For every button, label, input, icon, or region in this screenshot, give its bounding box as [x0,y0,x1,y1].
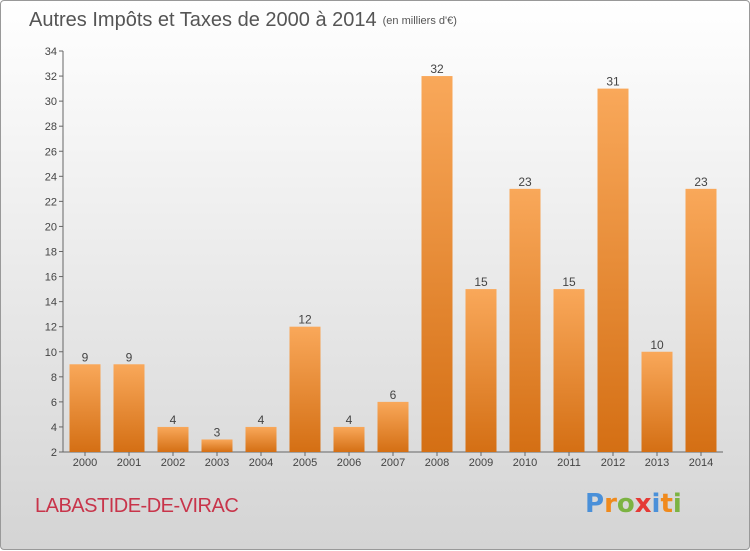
chart-bars [69,76,717,452]
x-tick-label: 2008 [425,457,449,469]
x-tick-label: 2010 [513,457,537,469]
x-tick-label: 2007 [381,457,405,469]
x-tick-label: 2012 [601,457,625,469]
x-tick-label: 2000 [73,457,97,469]
chart-data-labels: 9 9 4 3 4 12 4 6 32 15 23 15 31 10 23 [82,62,708,439]
bar-2000 [69,364,101,452]
bar-2012 [597,88,629,452]
x-tick-label: 2002 [161,457,185,469]
data-label: 3 [214,425,221,439]
y-tick-label: 34 [45,46,57,58]
logo-letter: x [634,489,652,519]
y-tick-label: 28 [45,121,57,133]
y-tick-label: 24 [45,171,57,183]
data-label: 32 [430,62,444,76]
proxiti-logo[interactable]: Proxiti [585,489,682,519]
data-label: 4 [346,413,353,427]
y-tick-label: 22 [45,196,57,208]
y-tick-label: 32 [45,71,57,83]
data-label: 9 [82,350,89,364]
data-label: 4 [258,413,265,427]
data-label: 23 [518,175,532,189]
chart-title-unit: (en milliers d'€) [382,15,457,27]
data-label: 15 [474,275,488,289]
x-tick-label: 2001 [117,457,141,469]
logo-letter: i [651,489,661,519]
bar-2009 [465,289,497,452]
bar-2006 [333,426,365,452]
logo-letter: i [672,489,682,519]
bar-2002 [157,426,189,452]
y-tick-label: 4 [51,422,57,434]
bar-2011 [553,289,585,452]
y-tick-label: 26 [45,146,57,158]
logo-letter: r [604,489,617,519]
y-tick-label: 2 [51,447,57,459]
x-tick-label: 2013 [645,457,669,469]
x-tick-label: 2005 [293,457,317,469]
bar-2008 [421,76,453,452]
commune-name: LABASTIDE-DE-VIRAC [35,495,239,517]
y-tick-label: 18 [45,247,57,259]
chart-title: Autres Impôts et Taxes de 2000 à 2014 (en… [29,9,457,32]
logo-letter: t [660,489,673,519]
bar-2010 [509,188,541,452]
x-tick-label: 2004 [249,457,273,469]
y-tick-label: 20 [45,221,57,233]
data-label: 4 [170,413,177,427]
y-tick-label: 16 [45,272,57,284]
logo-letter: P [585,489,605,519]
data-label: 9 [126,350,133,364]
bar-2001 [113,364,145,452]
x-tick-label: 2011 [557,457,581,469]
bar-2013 [641,351,673,452]
data-label: 31 [606,75,620,89]
data-label: 23 [694,175,708,189]
y-tick-label: 6 [51,397,57,409]
y-tick-label: 10 [45,347,57,359]
x-tick-label: 2009 [469,457,493,469]
y-tick-label: 12 [45,322,57,334]
bar-2003 [201,439,233,452]
chart-title-main: Autres Impôts et Taxes de 2000 à 2014 [29,9,377,31]
data-label: 6 [390,388,397,402]
y-tick-label: 14 [45,297,57,309]
x-tick-label: 2003 [205,457,229,469]
data-label: 10 [650,338,664,352]
bar-2014 [685,188,717,452]
data-label: 12 [298,313,312,327]
bar-2004 [245,426,277,452]
y-tick-label: 30 [45,96,57,108]
data-label: 15 [562,275,576,289]
x-tick-label: 2014 [689,457,713,469]
bar-2005 [289,326,321,452]
bar-2007 [377,401,409,452]
logo-letter: o [616,489,635,519]
x-tick-label: 2006 [337,457,361,469]
y-tick-label: 8 [51,372,57,384]
